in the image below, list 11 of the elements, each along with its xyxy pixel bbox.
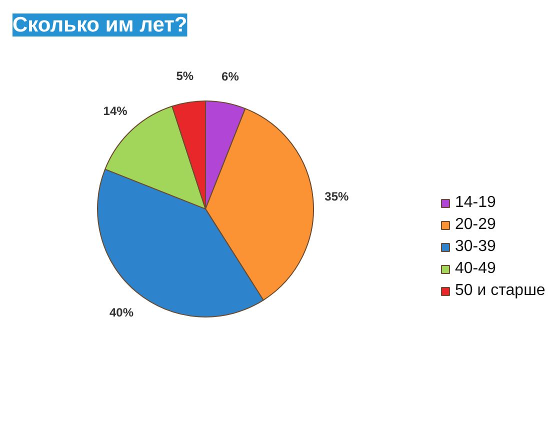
data-label: 40%: [110, 306, 134, 320]
legend-label: 30-39: [455, 237, 496, 257]
chart-title: Сколько им лет?: [12, 14, 188, 36]
data-label: 5%: [176, 68, 194, 83]
legend-label: 40-49: [455, 259, 496, 279]
legend-label: 50 и старше: [455, 281, 546, 301]
data-label: 6%: [222, 70, 240, 84]
data-label: 35%: [324, 189, 350, 204]
legend-label: 14-19: [455, 193, 496, 213]
legend-label: 20-29: [455, 215, 496, 235]
data-label: 14%: [103, 104, 128, 118]
